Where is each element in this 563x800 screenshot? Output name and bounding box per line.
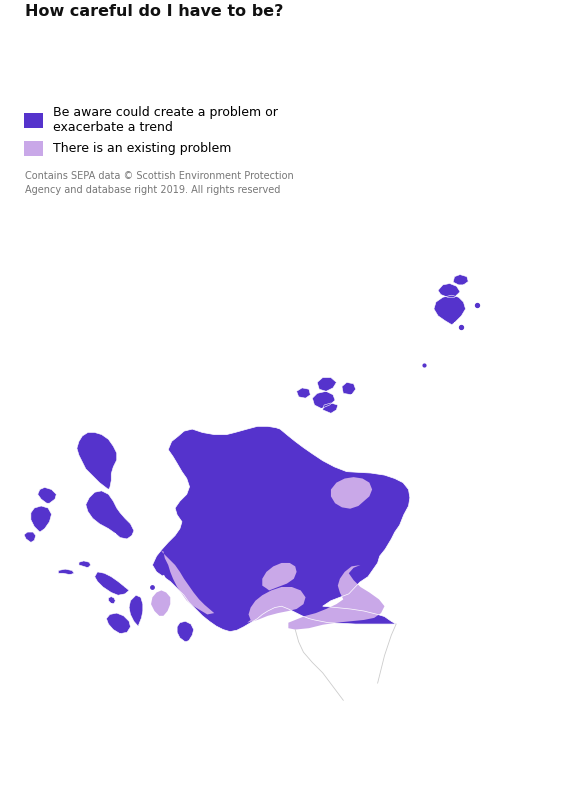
Polygon shape [31,506,51,532]
Point [473,299,482,312]
Polygon shape [317,378,337,391]
Legend: Be aware could create a problem or
exacerbate a trend, There is an existing prob: Be aware could create a problem or exace… [24,106,278,156]
Polygon shape [79,561,91,568]
Polygon shape [38,487,56,503]
Polygon shape [106,613,131,634]
Polygon shape [59,569,74,574]
Polygon shape [312,391,335,409]
Polygon shape [129,595,143,627]
Text: How careful do I have to be?: How careful do I have to be? [25,4,283,19]
Polygon shape [342,382,356,394]
Polygon shape [24,532,35,542]
Polygon shape [162,551,214,614]
Polygon shape [331,477,372,509]
Text: Contains SEPA data © Scottish Environment Protection
Agency and database right 2: Contains SEPA data © Scottish Environmen… [25,170,293,194]
Point [457,321,466,334]
Polygon shape [109,597,115,603]
Polygon shape [438,283,460,298]
Point [420,359,429,372]
Polygon shape [323,403,338,414]
Polygon shape [86,491,134,539]
Polygon shape [151,590,170,616]
Polygon shape [77,433,117,490]
Polygon shape [297,388,310,398]
Polygon shape [288,565,385,630]
Polygon shape [177,622,194,642]
Polygon shape [153,426,410,632]
Point [148,581,157,594]
Polygon shape [453,274,468,285]
Polygon shape [95,572,129,595]
Point [440,282,449,294]
Polygon shape [262,563,297,590]
Polygon shape [247,587,306,622]
Polygon shape [434,295,466,325]
